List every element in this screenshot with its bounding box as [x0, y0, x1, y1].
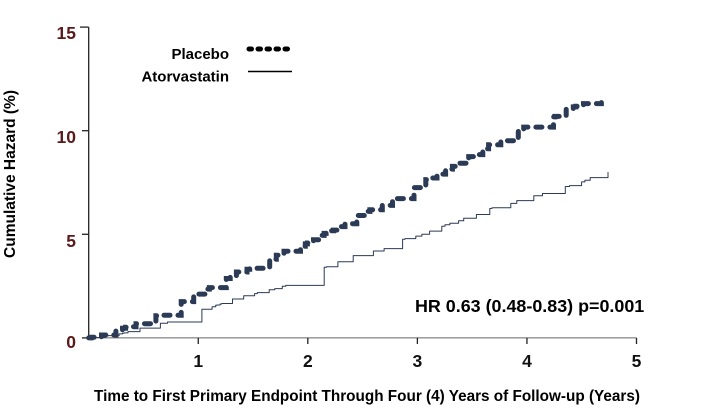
- svg-text:Placebo: Placebo: [171, 46, 229, 63]
- svg-text:Atorvastatin: Atorvastatin: [141, 69, 229, 86]
- svg-text:10: 10: [57, 127, 77, 147]
- svg-text:3: 3: [413, 351, 423, 371]
- svg-text:2: 2: [303, 351, 313, 371]
- svg-text:Cumulative Hazard (%): Cumulative Hazard (%): [2, 90, 19, 258]
- svg-text:5: 5: [66, 231, 76, 251]
- svg-text:HR 0.63 (0.48-0.83) p=0.001: HR 0.63 (0.48-0.83) p=0.001: [415, 296, 644, 316]
- svg-text:0: 0: [66, 332, 76, 352]
- svg-text:4: 4: [522, 351, 532, 371]
- svg-text:5: 5: [632, 351, 642, 371]
- svg-text:Time to First Primary Endpoint: Time to First Primary Endpoint Through F…: [94, 388, 640, 405]
- svg-text:1: 1: [193, 351, 203, 371]
- svg-text:15: 15: [57, 23, 77, 43]
